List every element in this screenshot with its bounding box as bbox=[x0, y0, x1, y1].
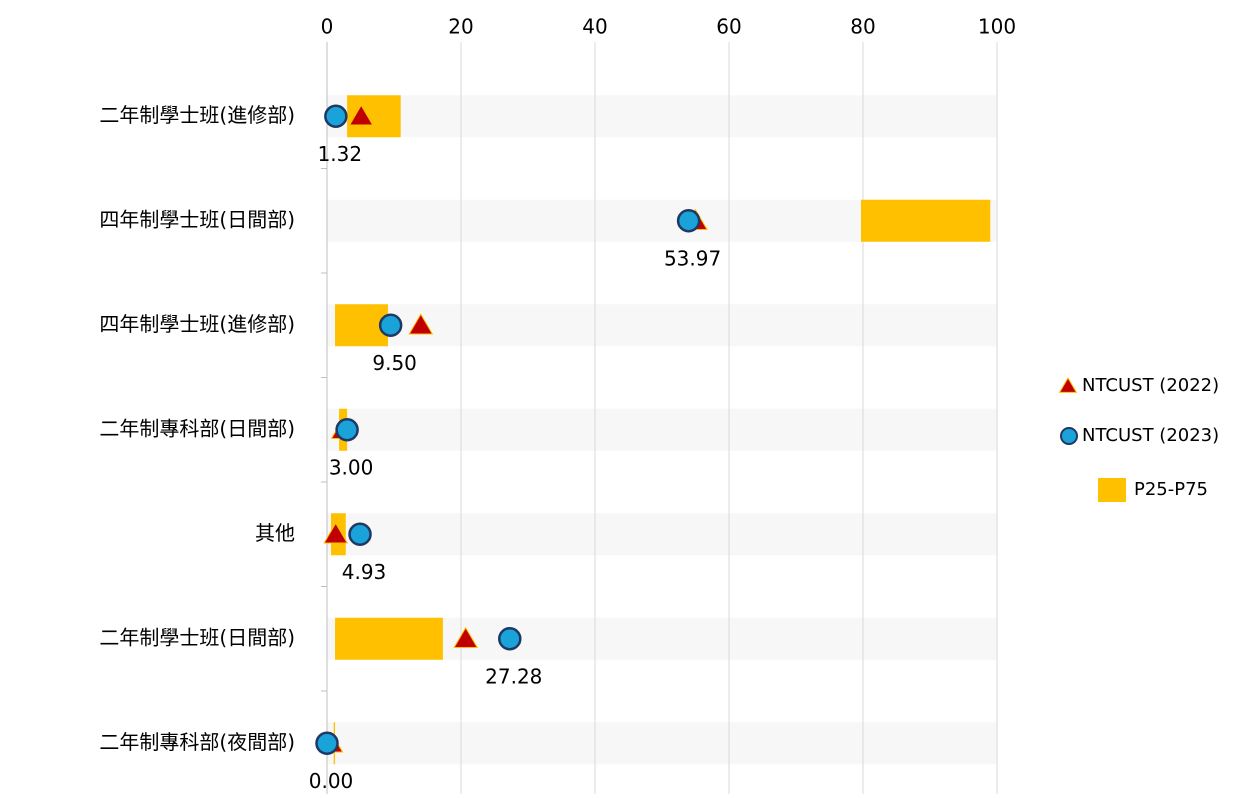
x-tick-label: 0 bbox=[321, 15, 334, 39]
circle-marker bbox=[676, 209, 701, 233]
category-label: 二年制學士班(日間部) bbox=[99, 625, 295, 649]
category-label: 四年制學士班(進修部) bbox=[99, 312, 295, 336]
legend-triangle bbox=[1058, 377, 1078, 393]
x-tick-label: 100 bbox=[978, 15, 1016, 39]
category-label: 其他 bbox=[255, 521, 295, 545]
legend-circle bbox=[1060, 427, 1078, 445]
x-tick-label: 80 bbox=[850, 15, 875, 39]
category-label: 二年制學士班(進修部) bbox=[99, 103, 295, 127]
legend: NTCUST (2022) NTCUST (2023) P25-P75 bbox=[1058, 375, 1219, 502]
data-label: 0.00 bbox=[309, 769, 354, 793]
circle-marker bbox=[348, 522, 372, 546]
x-tick-label: 40 bbox=[582, 15, 607, 39]
track bbox=[327, 408, 997, 451]
data-label: 27.28 bbox=[485, 664, 542, 688]
triangle-marker bbox=[408, 313, 434, 335]
range-bar bbox=[860, 199, 991, 242]
triangle-marker bbox=[323, 522, 349, 544]
circle-marker bbox=[315, 731, 339, 755]
markers bbox=[315, 104, 708, 755]
data-label: 9.50 bbox=[372, 351, 417, 375]
track bbox=[327, 722, 997, 765]
category-label: 二年制專科部(日間部) bbox=[99, 416, 295, 440]
legend-label: NTCUST (2022) bbox=[1082, 375, 1219, 396]
circle-marker bbox=[335, 418, 359, 442]
data-label: 53.97 bbox=[664, 246, 721, 270]
data-label: 1.32 bbox=[318, 142, 363, 166]
track bbox=[327, 513, 997, 556]
x-tick-label: 20 bbox=[448, 15, 473, 39]
category-label: 四年制學士班(日間部) bbox=[99, 207, 295, 231]
x-tick-label: 60 bbox=[716, 15, 741, 39]
category-label: 二年制專科部(夜間部) bbox=[99, 730, 295, 754]
data-label: 4.93 bbox=[342, 560, 387, 584]
legend-label: P25-P75 bbox=[1134, 479, 1208, 500]
triangle-marker bbox=[453, 626, 479, 649]
track bbox=[327, 304, 997, 347]
triangle-marker bbox=[348, 104, 374, 126]
circle-marker bbox=[498, 627, 522, 651]
track bbox=[327, 95, 997, 138]
range-bar bbox=[335, 617, 443, 660]
backgrounds bbox=[327, 95, 997, 765]
grid bbox=[321, 42, 998, 796]
legend-label: NTCUST (2023) bbox=[1082, 425, 1219, 446]
data-label: 3.00 bbox=[329, 455, 374, 479]
circle-marker bbox=[324, 104, 348, 128]
circle-marker bbox=[378, 313, 403, 337]
legend-box bbox=[1098, 478, 1126, 502]
